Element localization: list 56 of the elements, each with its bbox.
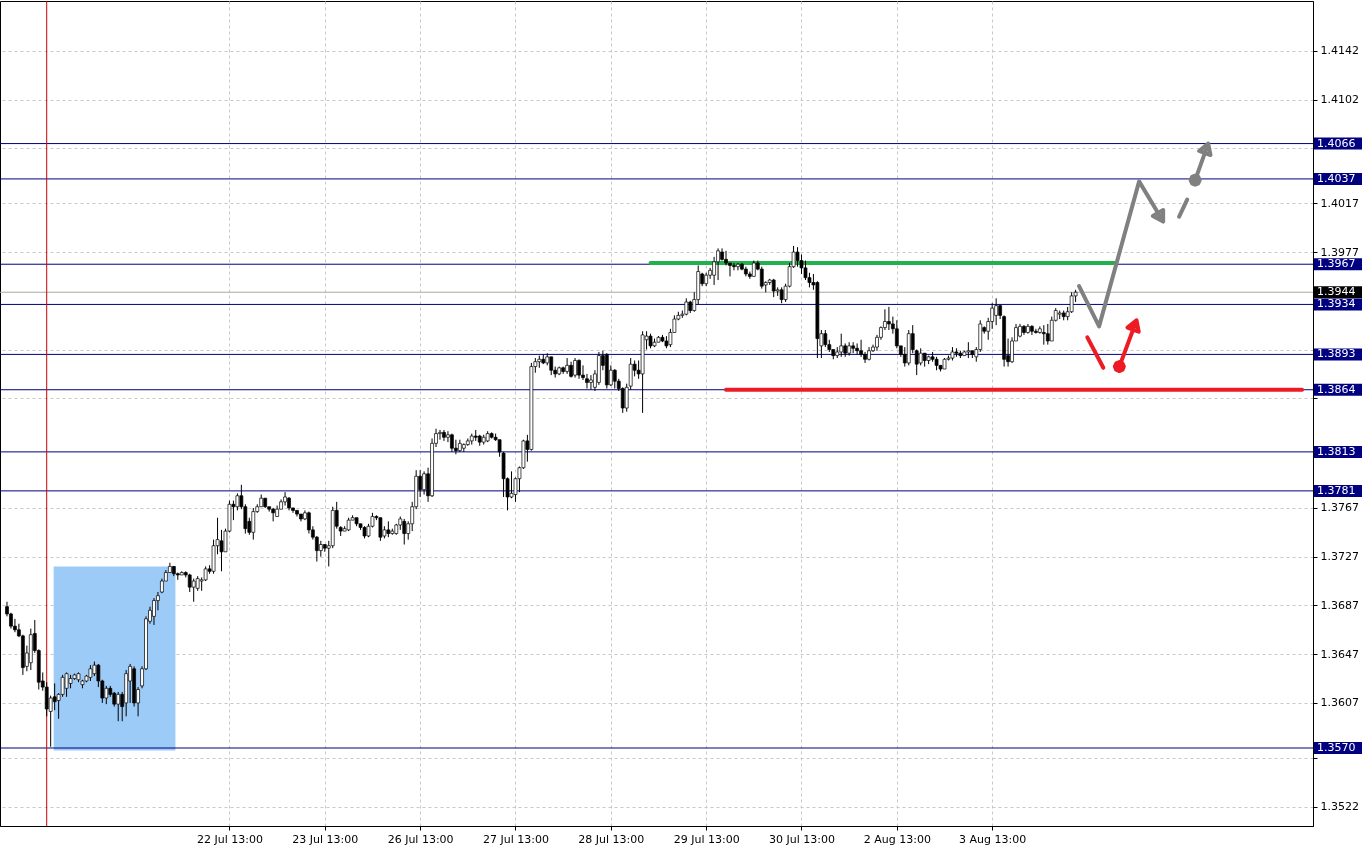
candlestick — [855, 342, 859, 355]
y-tick-label: 1.3687 — [1320, 598, 1359, 612]
candlestick — [442, 429, 446, 442]
y-tick-label: 1.4017 — [1320, 196, 1359, 210]
y-tick-label: 1.4142 — [1320, 44, 1359, 58]
x-tick-label: 29 Jul 13:00 — [673, 832, 740, 846]
ref-line-label: 1.4037 — [1317, 171, 1356, 185]
y-tick-label: 1.3767 — [1320, 501, 1359, 515]
candlestick — [116, 691, 121, 722]
candlestick — [612, 368, 617, 390]
x-tick-label: 23 Jul 13:00 — [292, 832, 359, 846]
candlestick — [283, 491, 287, 507]
candlestick — [914, 349, 919, 376]
ref-line-label: 1.4066 — [1317, 136, 1356, 150]
ref-line-label: 1.3934 — [1317, 297, 1356, 311]
x-tick-label: 27 Jul 13:00 — [482, 832, 549, 846]
candlestick — [736, 262, 740, 271]
ref-line-label: 1.3967 — [1317, 257, 1356, 271]
ref-line-label: 1.3864 — [1317, 382, 1356, 396]
candlestick — [994, 297, 998, 326]
candlestick — [589, 374, 593, 391]
x-tick-label: 30 Jul 13:00 — [769, 832, 835, 846]
y-tick-label: 1.4102 — [1320, 93, 1359, 107]
ref-line-label: 1.3781 — [1317, 483, 1356, 497]
candlestick — [402, 518, 407, 545]
y-tick-label: 1.3727 — [1320, 550, 1359, 564]
candlestick — [509, 470, 514, 499]
candlestick — [549, 356, 554, 376]
candlestick — [191, 578, 196, 603]
candlestick — [64, 671, 69, 698]
candlestick — [851, 341, 855, 354]
candlestick — [577, 358, 581, 380]
ref-line-label: 1.3944 — [1317, 285, 1356, 299]
candlestick — [1045, 323, 1050, 346]
x-tick-label: 22 Jul 13:00 — [196, 832, 263, 846]
candlestick — [887, 306, 891, 331]
x-tick-label: 26 Jul 13:00 — [387, 832, 454, 846]
ref-line-label: 1.3813 — [1317, 444, 1356, 458]
candlestick — [759, 266, 764, 290]
x-tick-label: 28 Jul 13:00 — [578, 832, 645, 846]
y-tick-label: 1.3977 — [1320, 245, 1359, 259]
candlestick — [724, 250, 728, 266]
candlestick — [422, 470, 426, 496]
candlestick — [565, 357, 569, 375]
candlestick — [716, 247, 720, 281]
ref-line-label: 1.3893 — [1317, 347, 1356, 361]
ref-line-label: 1.3570 — [1317, 741, 1356, 755]
candlestick — [573, 357, 577, 379]
candlestick — [271, 507, 275, 522]
candlestick — [1034, 328, 1038, 335]
x-tick-label: 3 Aug 13:00 — [959, 832, 1027, 846]
y-tick-label: 1.3522 — [1320, 800, 1359, 813]
candlestick — [251, 507, 256, 541]
y-tick-label: 1.3647 — [1320, 647, 1359, 661]
x-tick-label: 2 Aug 13:00 — [863, 832, 931, 846]
y-tick-label: 1.3607 — [1320, 696, 1359, 710]
